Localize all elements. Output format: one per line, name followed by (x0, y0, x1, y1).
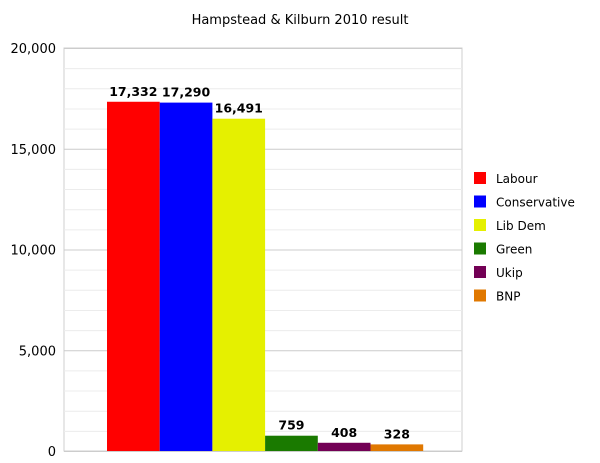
legend-entry: Labour (496, 172, 538, 186)
legend-entry: Conservative (496, 196, 575, 210)
chart-title: Hampstead & Kilburn 2010 result (192, 13, 409, 28)
legend-entry: Green (496, 243, 532, 257)
data-label: 17,290 (162, 85, 211, 100)
legend-swatch (474, 219, 486, 231)
data-label: 408 (331, 425, 357, 440)
legend-swatch (474, 289, 486, 302)
legend-swatch (474, 266, 486, 278)
y-tick-label: 10,000 (11, 244, 57, 259)
data-label: 759 (278, 418, 304, 433)
legend: Labour Conservative Lib Dem Green Ukip BNP (474, 172, 575, 304)
legend-swatch (474, 195, 486, 208)
bar-bnp (370, 444, 424, 451)
y-tick-label: 20,000 (11, 42, 57, 57)
plot-area: 0 5,000 10,000 15,000 20,000 17,332 17,290 16,4… (11, 42, 463, 460)
legend-entry: Lib Dem (496, 219, 546, 233)
legend-swatch (474, 172, 486, 184)
legend-entry: BNP (496, 290, 520, 304)
data-label: 17,332 (109, 84, 157, 99)
y-tick-label: 0 (48, 445, 56, 460)
y-tick-label: 15,000 (11, 143, 57, 158)
bar-ukip (317, 442, 371, 451)
legend-swatch (474, 242, 486, 255)
bar-green (265, 435, 318, 451)
y-tick-label: 5,000 (19, 344, 56, 359)
data-label: 328 (384, 426, 410, 441)
bar-lib-dem (212, 118, 266, 451)
bar-labour (107, 101, 160, 452)
data-label: 16,491 (215, 101, 263, 116)
bar-conservative (159, 102, 213, 451)
legend-entry: Ukip (496, 266, 523, 280)
